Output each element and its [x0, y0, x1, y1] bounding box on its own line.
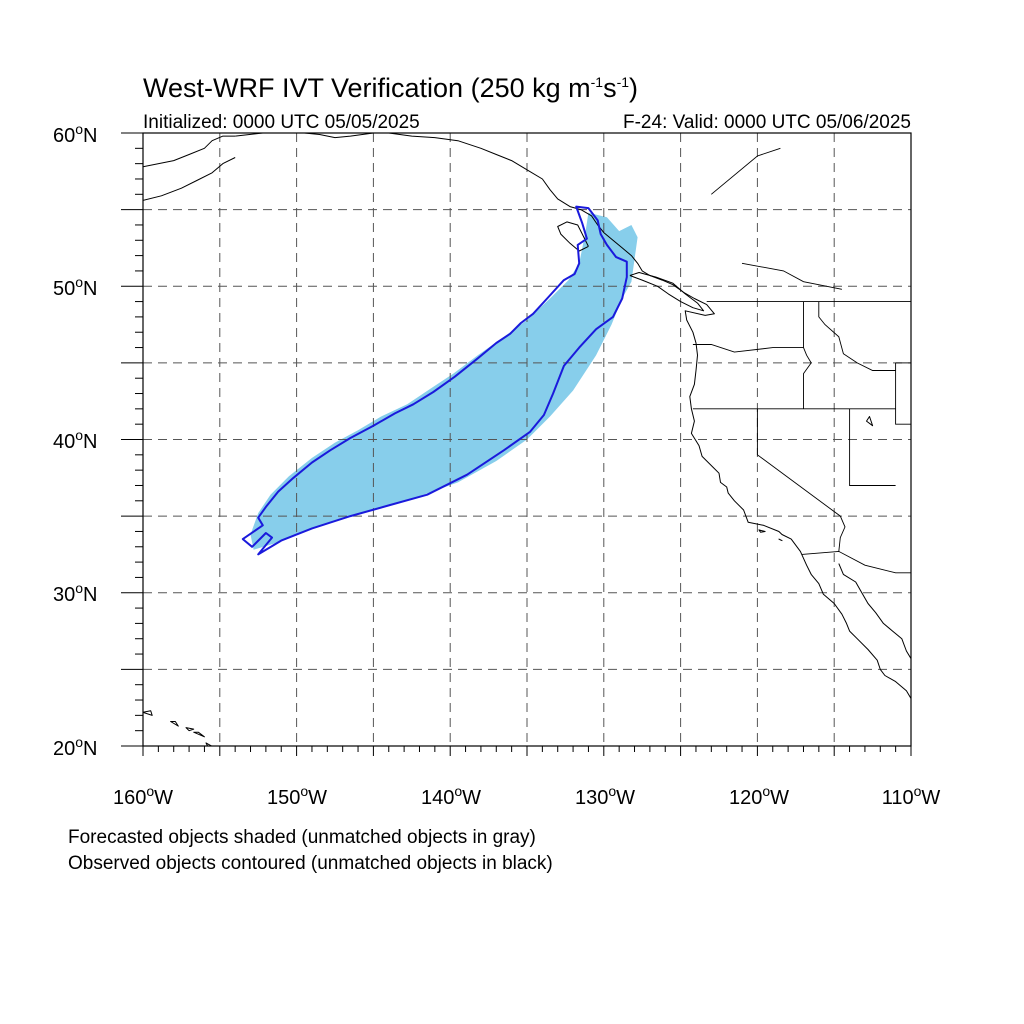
- title-exponent-2: -1: [617, 74, 630, 90]
- island-outline: [185, 727, 195, 732]
- political-borders: [692, 147, 911, 574]
- title-exponent-1: -1: [591, 74, 604, 90]
- valid-time-label: F-24: Valid: 0000 UTC 05/06/2025: [623, 112, 911, 133]
- lat-label-30n: 30oN: [53, 580, 98, 606]
- coastline: [304, 133, 374, 139]
- political-border: [741, 262, 842, 290]
- forecast-ivt-object: [250, 212, 638, 550]
- political-border: [711, 147, 781, 195]
- political-border: [849, 408, 896, 486]
- lon-label-110w: 110oW: [882, 783, 941, 809]
- title-mid: s: [603, 73, 617, 103]
- map-title: West-WRF IVT Verification (250 kg m-1s-1…: [143, 73, 638, 103]
- island-outline: [205, 742, 213, 746]
- forecast-object-layer: [250, 212, 638, 550]
- coastline: [143, 157, 236, 201]
- political-border: [803, 347, 812, 409]
- longitude-labels: 160oW 150oW 140oW 130oW 120oW 110oW: [113, 783, 940, 809]
- init-time-label: Initialized: 0000 UTC 05/05/2025: [143, 112, 420, 133]
- island-outline: [866, 416, 874, 427]
- graticule: [143, 133, 911, 746]
- lon-label-140w: 140oW: [421, 783, 481, 809]
- lon-label-160w: 160oW: [113, 783, 173, 809]
- lat-label-40n: 40oN: [53, 427, 98, 453]
- coastline: [235, 133, 297, 137]
- lon-label-120w: 120oW: [729, 783, 789, 809]
- axis-ticks: [121, 132, 912, 756]
- coastline: [143, 135, 236, 168]
- island-outline: [143, 710, 153, 716]
- coastline: [557, 221, 589, 252]
- lat-label-20n: 20oN: [53, 734, 98, 760]
- title-main: West-WRF IVT Verification (250 kg m: [143, 73, 591, 103]
- island-outline: [778, 538, 783, 542]
- lon-label-130w: 130oW: [575, 783, 635, 809]
- political-border: [801, 550, 911, 574]
- political-border: [895, 362, 911, 425]
- political-border: [692, 301, 804, 353]
- lat-label-60n: 60oN: [53, 121, 98, 147]
- coastline: [629, 272, 705, 312]
- title-end: ): [629, 73, 638, 103]
- island-outline: [193, 731, 205, 738]
- island-outline: [758, 529, 766, 533]
- latitude-labels: 60oN 50oN 40oN 30oN 20oN: [53, 121, 98, 760]
- observed-ivt-contour: [241, 205, 628, 556]
- footer-observed-note: Observed objects contoured (unmatched ob…: [68, 853, 553, 874]
- footer-forecast-note: Forecasted objects shaded (unmatched obj…: [68, 827, 536, 848]
- lon-label-150w: 150oW: [267, 783, 327, 809]
- coastline: [838, 563, 911, 659]
- political-border: [818, 301, 896, 371]
- lat-label-50n: 50oN: [53, 274, 98, 300]
- island-outline: [170, 721, 179, 727]
- observed-object-layer: [241, 205, 628, 556]
- map-area: [143, 133, 911, 746]
- political-border: [756, 408, 846, 552]
